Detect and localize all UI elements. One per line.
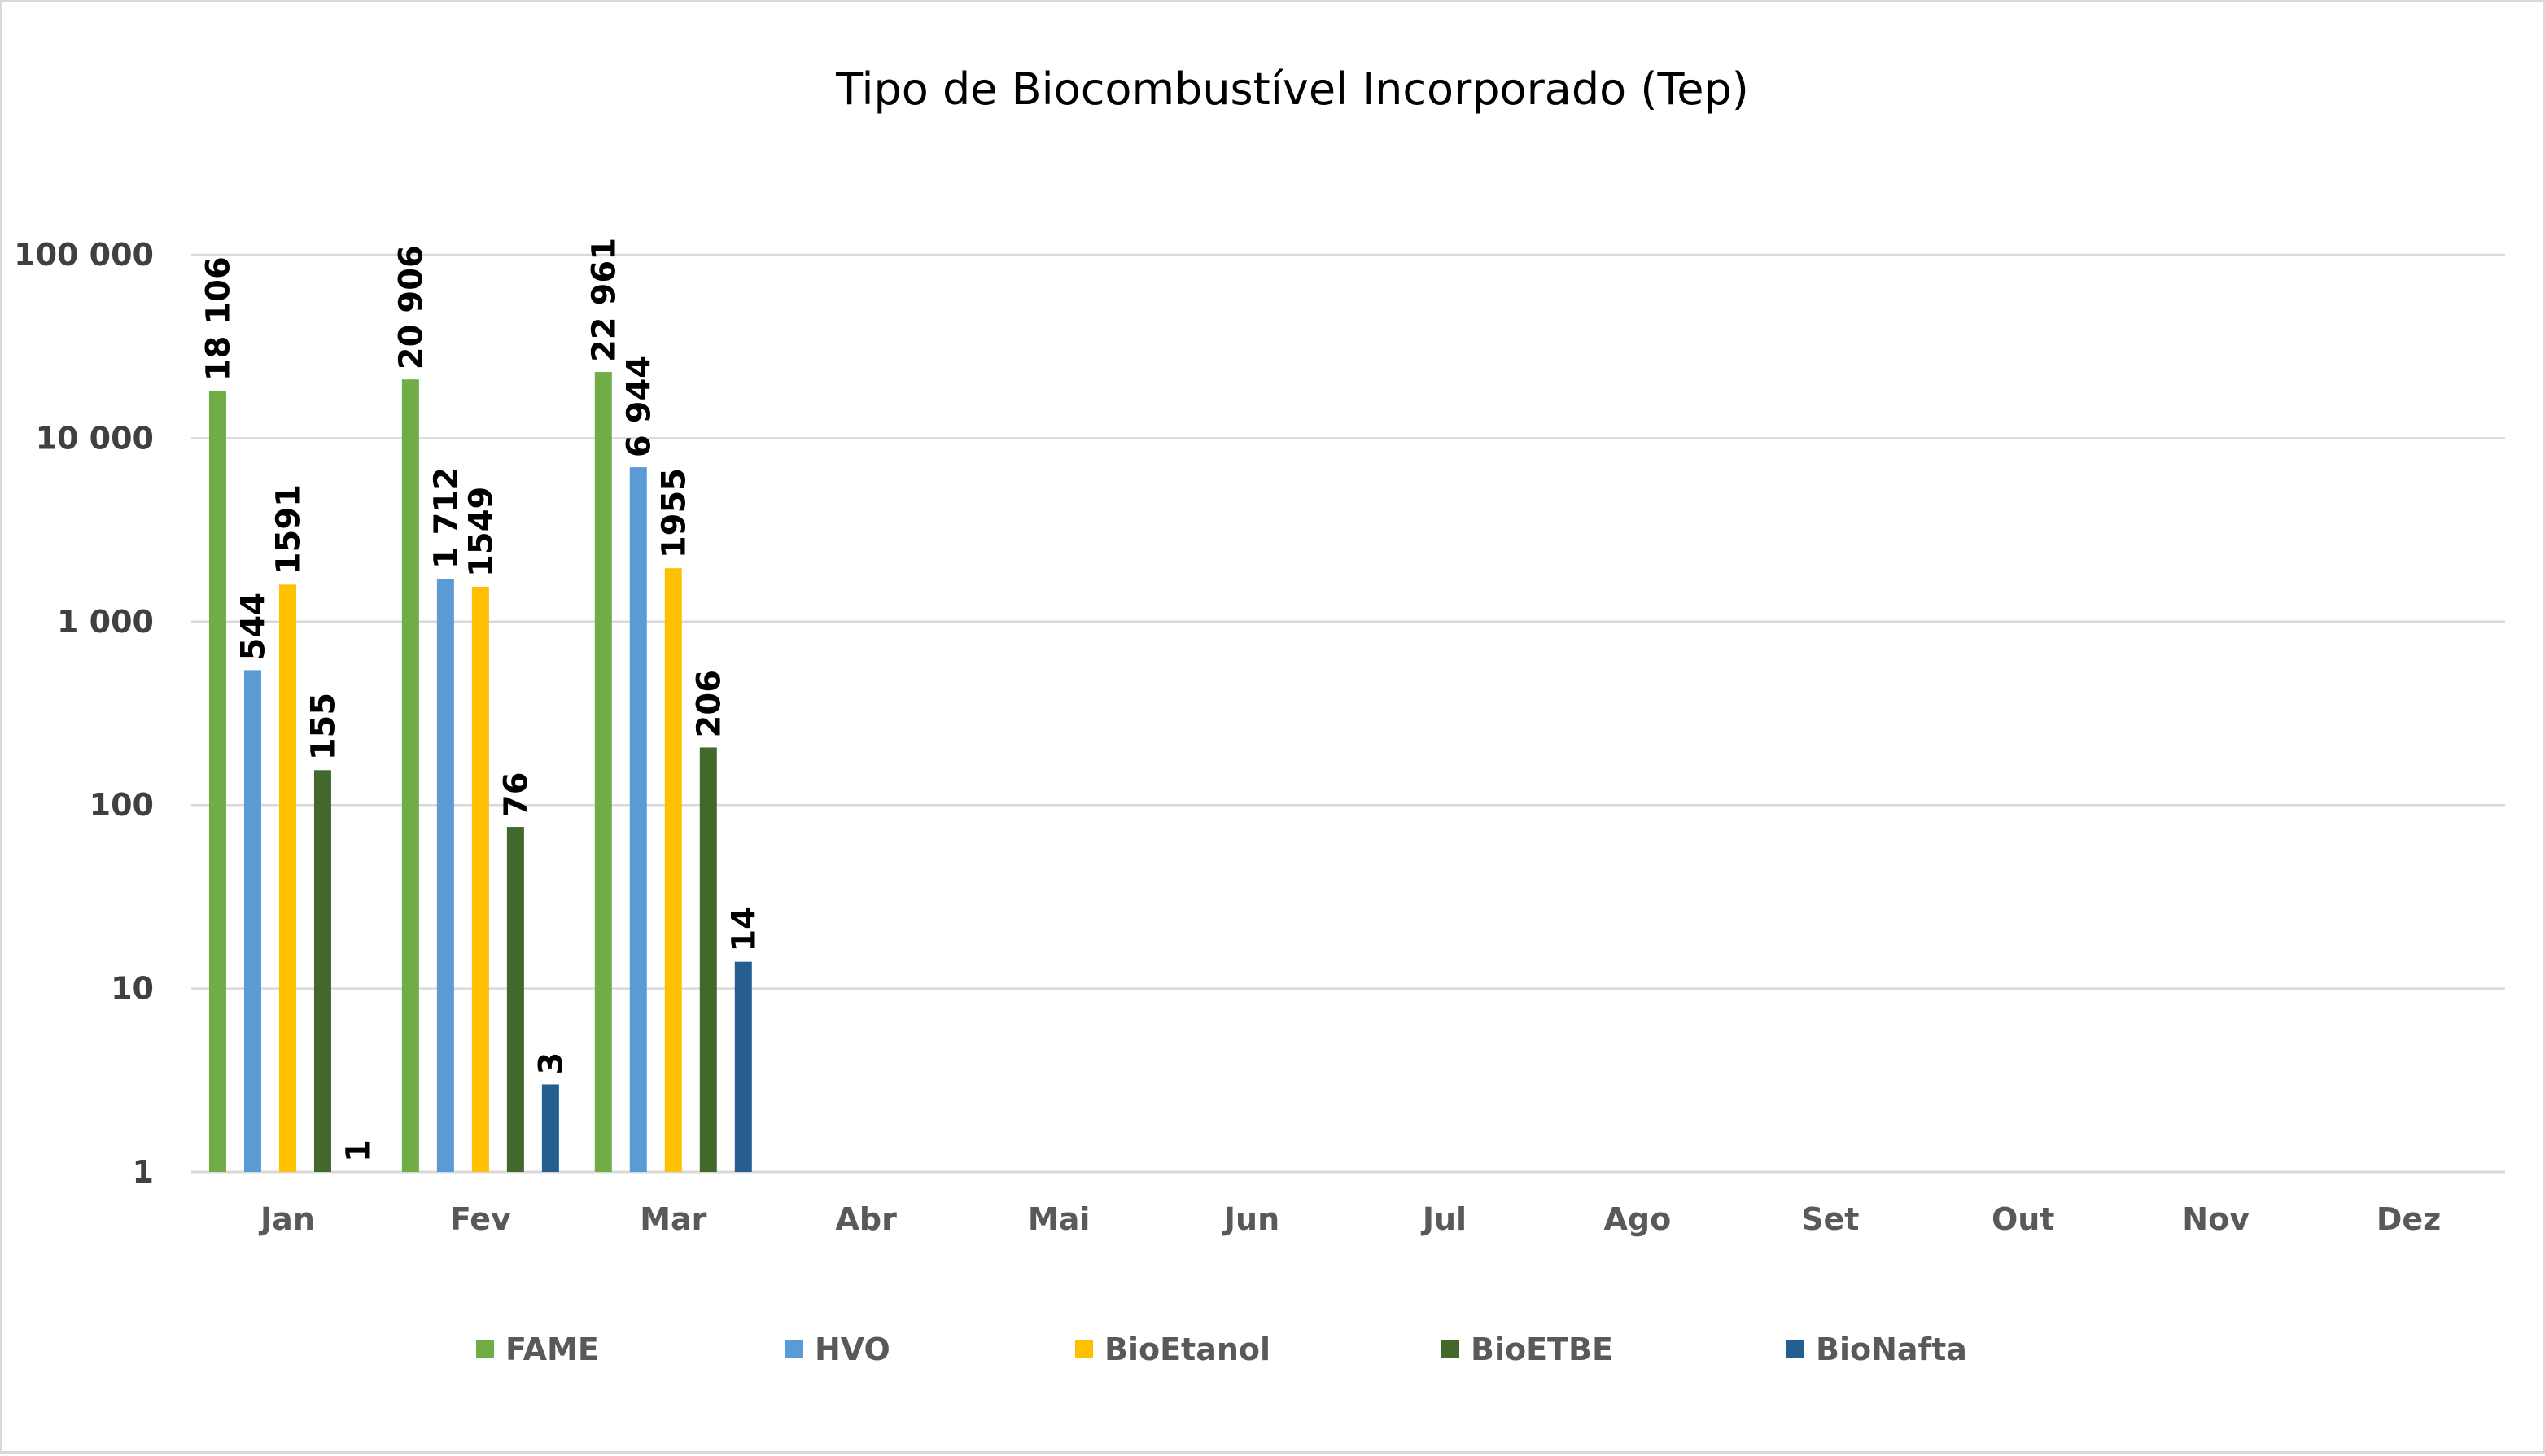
bar-fame-mar [594, 372, 612, 1172]
legend-swatch-bioetanol [1075, 1340, 1093, 1358]
x-tick-label: Jul [1420, 1201, 1467, 1237]
legend-label: BioETBE [1471, 1331, 1613, 1367]
bar-bioetanol-mar [664, 568, 682, 1172]
y-axis-ticks: 1 10 100 1 000 10 000 100 000 [14, 237, 154, 1190]
legend: FAME HVO BioEtanol BioETBE BioNafta [476, 1331, 1967, 1367]
data-label: 20 906 [392, 245, 430, 369]
data-label: 155 [304, 693, 342, 761]
data-label: 14 [725, 907, 763, 952]
data-label: 22 961 [585, 238, 623, 362]
x-tick-label: Fev [450, 1201, 511, 1237]
bar-bioetbe-mar [699, 747, 717, 1172]
y-tick-label: 100 [90, 787, 154, 823]
legend-swatch-hvo [785, 1340, 803, 1358]
x-tick-label: Dez [2377, 1201, 2441, 1237]
x-tick-label: Mai [1028, 1201, 1090, 1237]
legend-swatch-bionafta [1786, 1340, 1804, 1358]
x-tick-label: Mar [640, 1201, 706, 1237]
y-tick-label: 10 000 [36, 420, 154, 456]
data-label: 6 944 [620, 356, 658, 457]
legend-label: BioNafta [1816, 1331, 1967, 1367]
data-label: 1 712 [427, 467, 465, 569]
x-tick-label: Set [1801, 1201, 1859, 1237]
bar-bionafta-fev [541, 1084, 559, 1172]
legend-label: HVO [815, 1331, 890, 1367]
x-tick-label: Abr [836, 1201, 898, 1237]
x-tick-label: Jun [1222, 1201, 1279, 1237]
bars [208, 372, 752, 1172]
bar-bioetanol-fev [471, 586, 489, 1172]
legend-swatch-bioetbe [1441, 1340, 1459, 1358]
data-label: 76 [497, 772, 535, 817]
x-tick-label: Out [1992, 1201, 2055, 1237]
legend-label: FAME [505, 1331, 599, 1367]
data-label: 1549 [462, 487, 500, 577]
data-label: 206 [690, 670, 728, 738]
x-tick-label: Ago [1604, 1201, 1672, 1237]
bar-hvo-mar [629, 467, 647, 1172]
bar-bioetanol-jan [278, 584, 296, 1172]
data-label: 544 [234, 592, 272, 661]
data-label: 1955 [655, 468, 693, 558]
bar-fame-fev [401, 379, 419, 1172]
bar-hvo-fev [436, 579, 454, 1172]
data-label: 3 [532, 1052, 570, 1075]
x-axis-ticks: Jan Fev Mar Abr Mai Jun Jul Ago Set Out Nov Dez [258, 1201, 2441, 1237]
gridlines [191, 253, 2505, 1174]
y-tick-label: 100 000 [14, 237, 154, 273]
data-label: 1 [339, 1139, 377, 1162]
bar-hvo-jan [243, 670, 261, 1172]
y-tick-label: 10 [111, 971, 154, 1007]
legend-swatch-fame [476, 1340, 494, 1358]
data-label: 18 106 [199, 256, 237, 381]
y-tick-label: 1 000 [57, 604, 154, 640]
x-tick-label: Nov [2182, 1201, 2250, 1237]
bar-fame-jan [208, 391, 226, 1172]
bar-bioetbe-fev [506, 827, 524, 1172]
chart-title: Tipo de Biocombustível Incorporado (Tep) [835, 63, 1749, 115]
x-tick-label: Jan [258, 1201, 315, 1237]
bar-bioetbe-jan [313, 770, 331, 1172]
data-label: 1591 [269, 484, 307, 575]
bar-bionafta-mar [734, 961, 752, 1172]
y-tick-label: 1 [133, 1154, 154, 1190]
legend-label: BioEtanol [1104, 1331, 1270, 1367]
